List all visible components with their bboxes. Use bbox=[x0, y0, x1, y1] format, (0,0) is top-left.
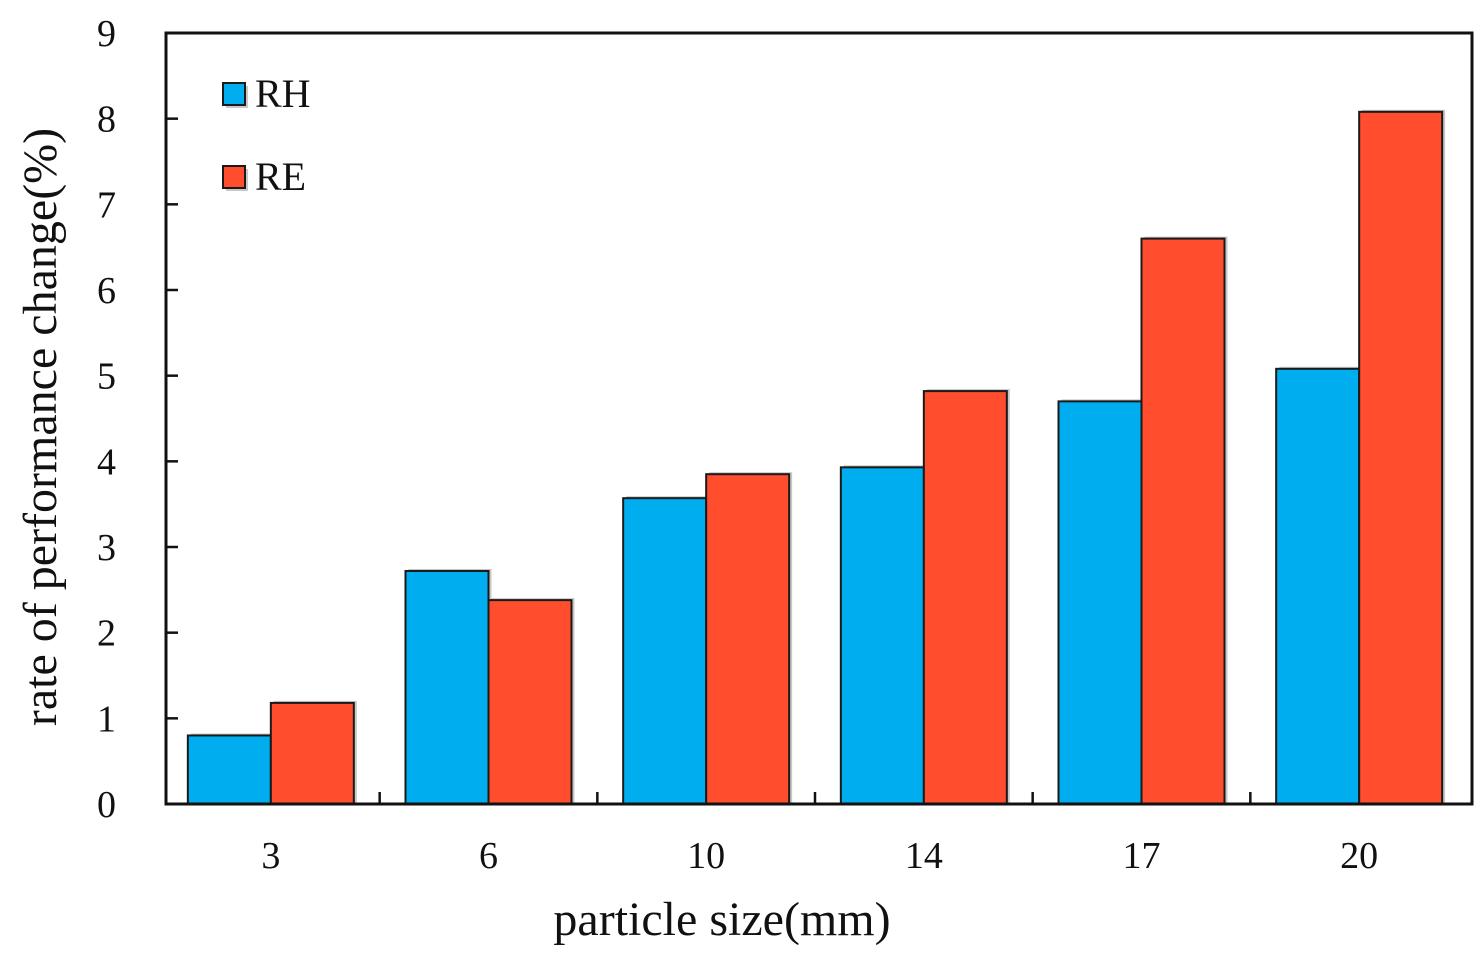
legend-swatch-rh bbox=[222, 82, 246, 106]
y-tick-label: 1 bbox=[97, 698, 116, 740]
y-tick-label: 0 bbox=[97, 784, 116, 826]
y-tick-label: 4 bbox=[97, 441, 116, 483]
bar-re-20 bbox=[1358, 110, 1444, 805]
y-tick-label: 7 bbox=[97, 184, 116, 226]
bar-re-14 bbox=[922, 390, 1008, 805]
y-tick-label: 8 bbox=[97, 99, 116, 141]
bar-re-17 bbox=[1140, 237, 1226, 806]
legend-swatch-re bbox=[222, 165, 246, 189]
bar-rh-17 bbox=[1057, 400, 1143, 805]
bars-layer bbox=[186, 109, 1446, 806]
plot-frame bbox=[164, 31, 1474, 806]
bar-re-10 bbox=[705, 473, 791, 805]
bar-rh-14 bbox=[839, 466, 925, 805]
bar-rh-20 bbox=[1275, 367, 1361, 805]
x-tick-label: 17 bbox=[1123, 835, 1161, 877]
y-tick-label: 9 bbox=[97, 13, 116, 55]
bar-re-6 bbox=[487, 599, 573, 806]
legend-label-rh: RH bbox=[255, 71, 311, 116]
y-tick-label: 5 bbox=[97, 356, 116, 398]
bar-re-3 bbox=[269, 701, 355, 805]
y-tick-label: 3 bbox=[97, 527, 116, 569]
bar-rh-6 bbox=[404, 569, 490, 806]
x-tick-label: 3 bbox=[261, 835, 280, 877]
y-axis-title: rate of performance change(%) bbox=[14, 128, 67, 726]
x-tick-label: 14 bbox=[905, 835, 943, 877]
legend: RH RE bbox=[222, 71, 311, 199]
x-tick-label: 10 bbox=[687, 835, 725, 877]
bar-rh-3 bbox=[186, 734, 272, 806]
legend-label-re: RE bbox=[255, 154, 306, 199]
x-tick-label: 20 bbox=[1340, 835, 1378, 877]
axes-layer: 0 1 2 3 4 5 6 7 8 9 3 6 10 14 17 20 bbox=[97, 13, 1474, 877]
y-tick-label: 2 bbox=[97, 613, 116, 655]
x-tick-label: 6 bbox=[479, 835, 498, 877]
y-tick-label: 6 bbox=[97, 270, 116, 312]
bar-rh-10 bbox=[622, 497, 708, 805]
x-axis-title: particle size(mm) bbox=[553, 893, 890, 946]
